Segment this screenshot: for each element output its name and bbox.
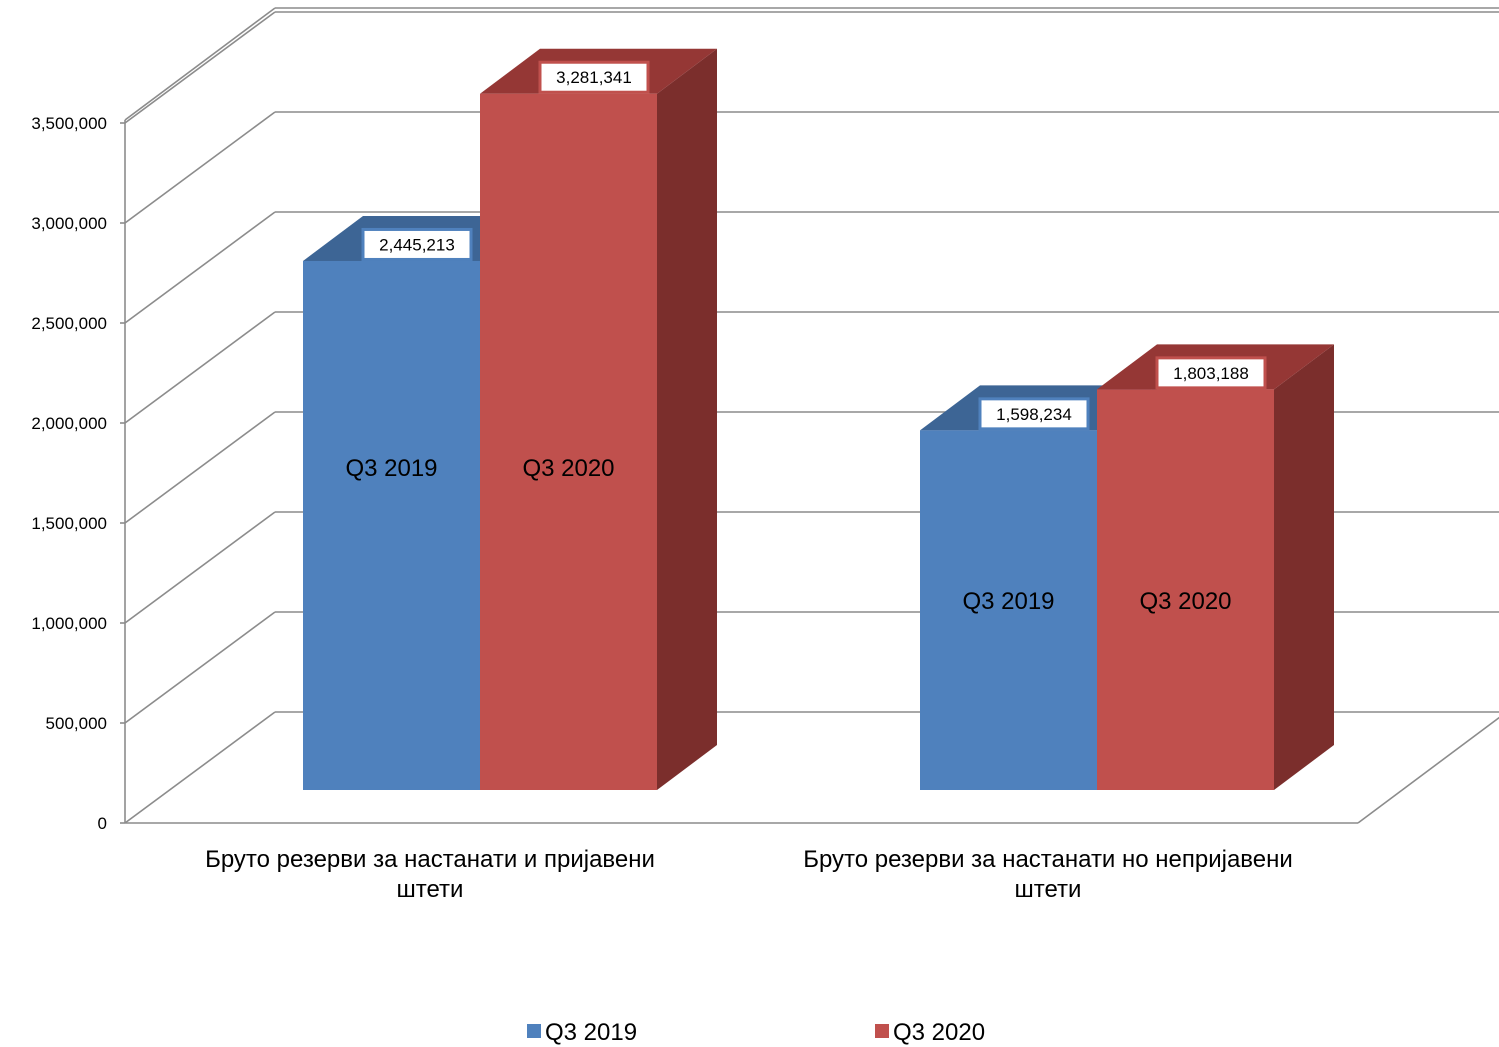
bar-series-label: Q3 2019 xyxy=(962,588,1054,615)
data-label-box xyxy=(978,397,1090,431)
gridline xyxy=(124,7,276,121)
data-label: 1,598,234 xyxy=(996,405,1072,424)
x-category-label: Бруто резерви за настанати и пријавени xyxy=(205,846,655,873)
legend: Q3 2019 Q3 2020 xyxy=(527,1019,985,1046)
bar-front xyxy=(480,93,657,790)
x-category-label: Бруто резерви за настанати но непријавен… xyxy=(803,846,1293,873)
floor-edge xyxy=(124,711,276,824)
y-tick-label: 2,500,000 xyxy=(31,314,107,333)
y-tick-label: 1,000,000 xyxy=(31,614,107,633)
y-tick-label: 0 xyxy=(98,814,107,833)
gridline xyxy=(124,611,276,724)
data-label: 2,445,213 xyxy=(379,235,455,254)
bars: Q3 2019 2,445,213 Q3 2020 3,281,341 Q3 2019 1… xyxy=(303,48,1334,790)
bar-side xyxy=(657,48,717,790)
y-tick-label: 500,000 xyxy=(46,714,107,733)
data-label: 1,803,188 xyxy=(1173,364,1249,383)
legend-swatch xyxy=(527,1024,541,1038)
bar-q3-2020: Q3 2020 3,281,341 xyxy=(480,48,717,790)
gridline xyxy=(124,211,276,324)
x-category-label: штети xyxy=(397,876,464,903)
gridline xyxy=(124,11,276,124)
bar-series-label: Q3 2019 xyxy=(345,455,437,482)
y-tick-label: 3,500,000 xyxy=(31,114,107,133)
bar-series-label: Q3 2020 xyxy=(1139,588,1231,615)
y-tick-label: 2,000,000 xyxy=(31,414,107,433)
y-axis: 0 500,000 1,000,000 1,500,000 2,000,000 2,500… xyxy=(31,114,126,833)
legend-label: Q3 2020 xyxy=(893,1019,985,1046)
bar-front xyxy=(920,430,1097,790)
legend-label: Q3 2019 xyxy=(545,1019,637,1046)
gridline xyxy=(124,111,276,224)
gridline xyxy=(124,411,276,524)
legend-swatch xyxy=(875,1024,889,1038)
bar-series-label: Q3 2020 xyxy=(522,455,614,482)
x-category-label: штети xyxy=(1015,876,1082,903)
gridline xyxy=(124,311,276,424)
data-label: 3,281,341 xyxy=(556,68,632,87)
gridline xyxy=(124,511,276,624)
data-label-box xyxy=(361,227,473,261)
x-axis: Бруто резерви за настанати и пријавени шт… xyxy=(205,846,1293,903)
y-tick-label: 3,000,000 xyxy=(31,214,107,233)
legend-item-q3-2020: Q3 2020 xyxy=(875,1019,985,1046)
bar-side xyxy=(1274,344,1334,790)
legend-item-q3-2019: Q3 2019 xyxy=(527,1019,637,1046)
floor-edge xyxy=(1357,716,1499,824)
data-label-box xyxy=(1155,356,1267,390)
bar-q3-2020: Q3 2020 1,803,188 xyxy=(1097,344,1334,790)
bar-front xyxy=(1097,389,1274,790)
data-label-box xyxy=(538,60,650,94)
y-tick-label: 1,500,000 xyxy=(31,514,107,533)
bar-front xyxy=(303,260,480,790)
